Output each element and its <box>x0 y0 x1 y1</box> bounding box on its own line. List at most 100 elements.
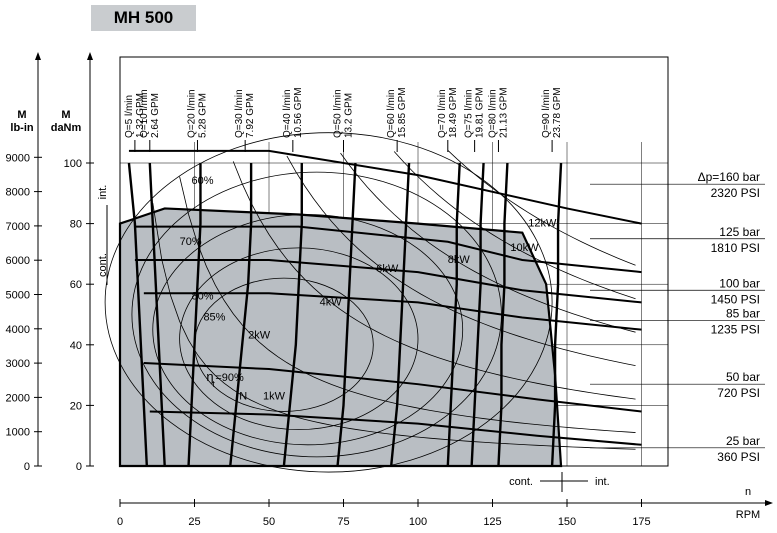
efficiency-label: 80% <box>192 290 214 302</box>
y-outer-tick-label: 7000 <box>6 221 30 233</box>
y-inner-tick-label: 40 <box>70 340 82 352</box>
flow-line <box>148 162 166 467</box>
flow-label-gpm: 5.28 GPM <box>197 93 208 138</box>
pressure-label-bar: 50 bar <box>726 370 760 384</box>
flow-label-lpm: Q=10 l/min <box>139 89 150 138</box>
power-curve <box>447 150 636 266</box>
pressure-label-psi: 1810 PSI <box>711 241 760 255</box>
efficiency-contour <box>104 132 553 473</box>
flow-label-gpm: 15.85 GPM <box>397 87 408 138</box>
flow-label-lpm: Q=30 l/min <box>234 89 245 138</box>
x-axis-label: RPM <box>736 509 760 521</box>
flow-line <box>127 162 149 467</box>
power-label: 1kW <box>263 390 286 402</box>
x-cont-label: cont. <box>509 476 533 488</box>
x-tick-label: 175 <box>632 516 650 528</box>
power-label: 10kW <box>510 242 539 254</box>
y-inner-tick-label: 100 <box>64 158 82 170</box>
power-curve <box>340 152 636 333</box>
pressure-line <box>128 149 642 225</box>
pressure-line <box>143 361 642 413</box>
flow-label-lpm: Q=90 l/min <box>541 89 552 138</box>
flow-label-lpm: Q=70 l/min <box>437 89 448 138</box>
x-axis-arrow <box>765 500 773 506</box>
x-int-label: int. <box>595 476 610 488</box>
y-outer-arrow <box>35 52 41 60</box>
pressure-label-psi: 1450 PSI <box>711 292 760 306</box>
y-inner-symbol: M <box>61 109 70 121</box>
pressure-label-psi: 1235 PSI <box>711 323 760 337</box>
x-tick-label: 100 <box>409 516 427 528</box>
y-outer-symbol: M <box>17 109 26 121</box>
pressure-line <box>149 410 642 446</box>
x-tick-label: 50 <box>263 516 275 528</box>
flow-label-lpm: Q=60 l/min <box>386 89 397 138</box>
power-label: N <box>239 390 247 402</box>
flow-line <box>446 162 461 467</box>
flow-label-lpm: Q=80 l/min <box>487 89 498 138</box>
power-label: 4kW <box>320 296 343 308</box>
power-label: 8kW <box>448 254 471 266</box>
flow-line <box>187 163 202 467</box>
chart-title: MH 500 <box>91 5 196 31</box>
y-outer-tick-label: 6000 <box>6 255 30 267</box>
flow-label-gpm: 13.2 GPM <box>344 93 355 138</box>
flow-label-gpm: 18.49 GPM <box>448 87 459 138</box>
y-outer-tick-label: 0 <box>24 461 30 473</box>
pressure-label-bar: 100 bar <box>719 276 760 290</box>
flow-label-lpm: Q=5 l/min <box>124 95 135 138</box>
pressure-label-psi: 360 PSI <box>717 450 760 464</box>
x-tick-label: 0 <box>117 516 123 528</box>
labels: 0 25 50 75 100 125 150 175nRPM01000200030004000… <box>6 87 761 528</box>
x-tick-label: 75 <box>337 516 349 528</box>
efficiency-label: 60% <box>192 175 214 187</box>
pressure-line <box>143 292 642 331</box>
flow-label-lpm: Q=40 l/min <box>282 89 293 138</box>
efficiency-symbol: η <box>206 369 213 384</box>
y-outer-tick-label: 3000 <box>6 358 30 370</box>
flow-line <box>389 162 411 467</box>
x-tick-label: 150 <box>558 516 576 528</box>
y-inner-tick-label: 20 <box>70 400 82 412</box>
y-outer-unit: lb-in <box>10 122 33 134</box>
pressure-line <box>134 258 642 304</box>
efficiency-label: =90% <box>215 372 244 384</box>
flow-label-gpm: 21.13 GPM <box>498 87 509 138</box>
y-inner-arrow <box>87 52 93 60</box>
flow-line <box>229 163 253 467</box>
flow-label-gpm: 19.81 GPM <box>475 87 486 138</box>
curves <box>104 132 642 473</box>
efficiency-subscript: t <box>212 379 215 389</box>
x-tick-label: 25 <box>188 516 200 528</box>
efficiency-contour <box>152 214 464 446</box>
flow-label-gpm: 23.78 GPM <box>552 87 563 138</box>
flow-label-gpm: 10.56 GPM <box>293 87 304 138</box>
pressure-label-psi: 720 PSI <box>717 386 760 400</box>
flow-label-lpm: Q=20 l/min <box>186 89 197 138</box>
power-label: 6kW <box>376 263 399 275</box>
pressure-label-psi: 2320 PSI <box>711 186 760 200</box>
efficiency-contour <box>179 247 419 431</box>
flow-line <box>470 162 485 467</box>
y-inner-unit: daNm <box>51 122 82 134</box>
y-outer-tick-label: 1000 <box>6 427 30 439</box>
power-curve <box>152 202 636 450</box>
y-inner-tick-label: 80 <box>70 219 82 231</box>
y-outer-tick-label: 2000 <box>6 392 30 404</box>
x-tick-label: 125 <box>483 516 501 528</box>
efficiency-label: 70% <box>180 236 202 248</box>
int-label: int. <box>97 185 109 200</box>
flow-label-lpm: Q=75 l/min <box>464 89 475 138</box>
y-outer-tick-label: 5000 <box>6 290 30 302</box>
pressure-label-bar: 85 bar <box>726 307 760 321</box>
power-curve <box>286 155 636 367</box>
power-curve <box>179 176 636 433</box>
flow-label-gpm: 2.64 GPM <box>150 93 161 138</box>
flow-label-gpm: 1.32 GPM <box>135 93 146 138</box>
y-outer-tick-label: 9000 <box>6 152 30 164</box>
x-axis-symbol: n <box>745 486 751 498</box>
power-label: 12kW <box>528 218 557 230</box>
cont-label: cont. <box>97 253 109 277</box>
axes <box>34 52 773 507</box>
